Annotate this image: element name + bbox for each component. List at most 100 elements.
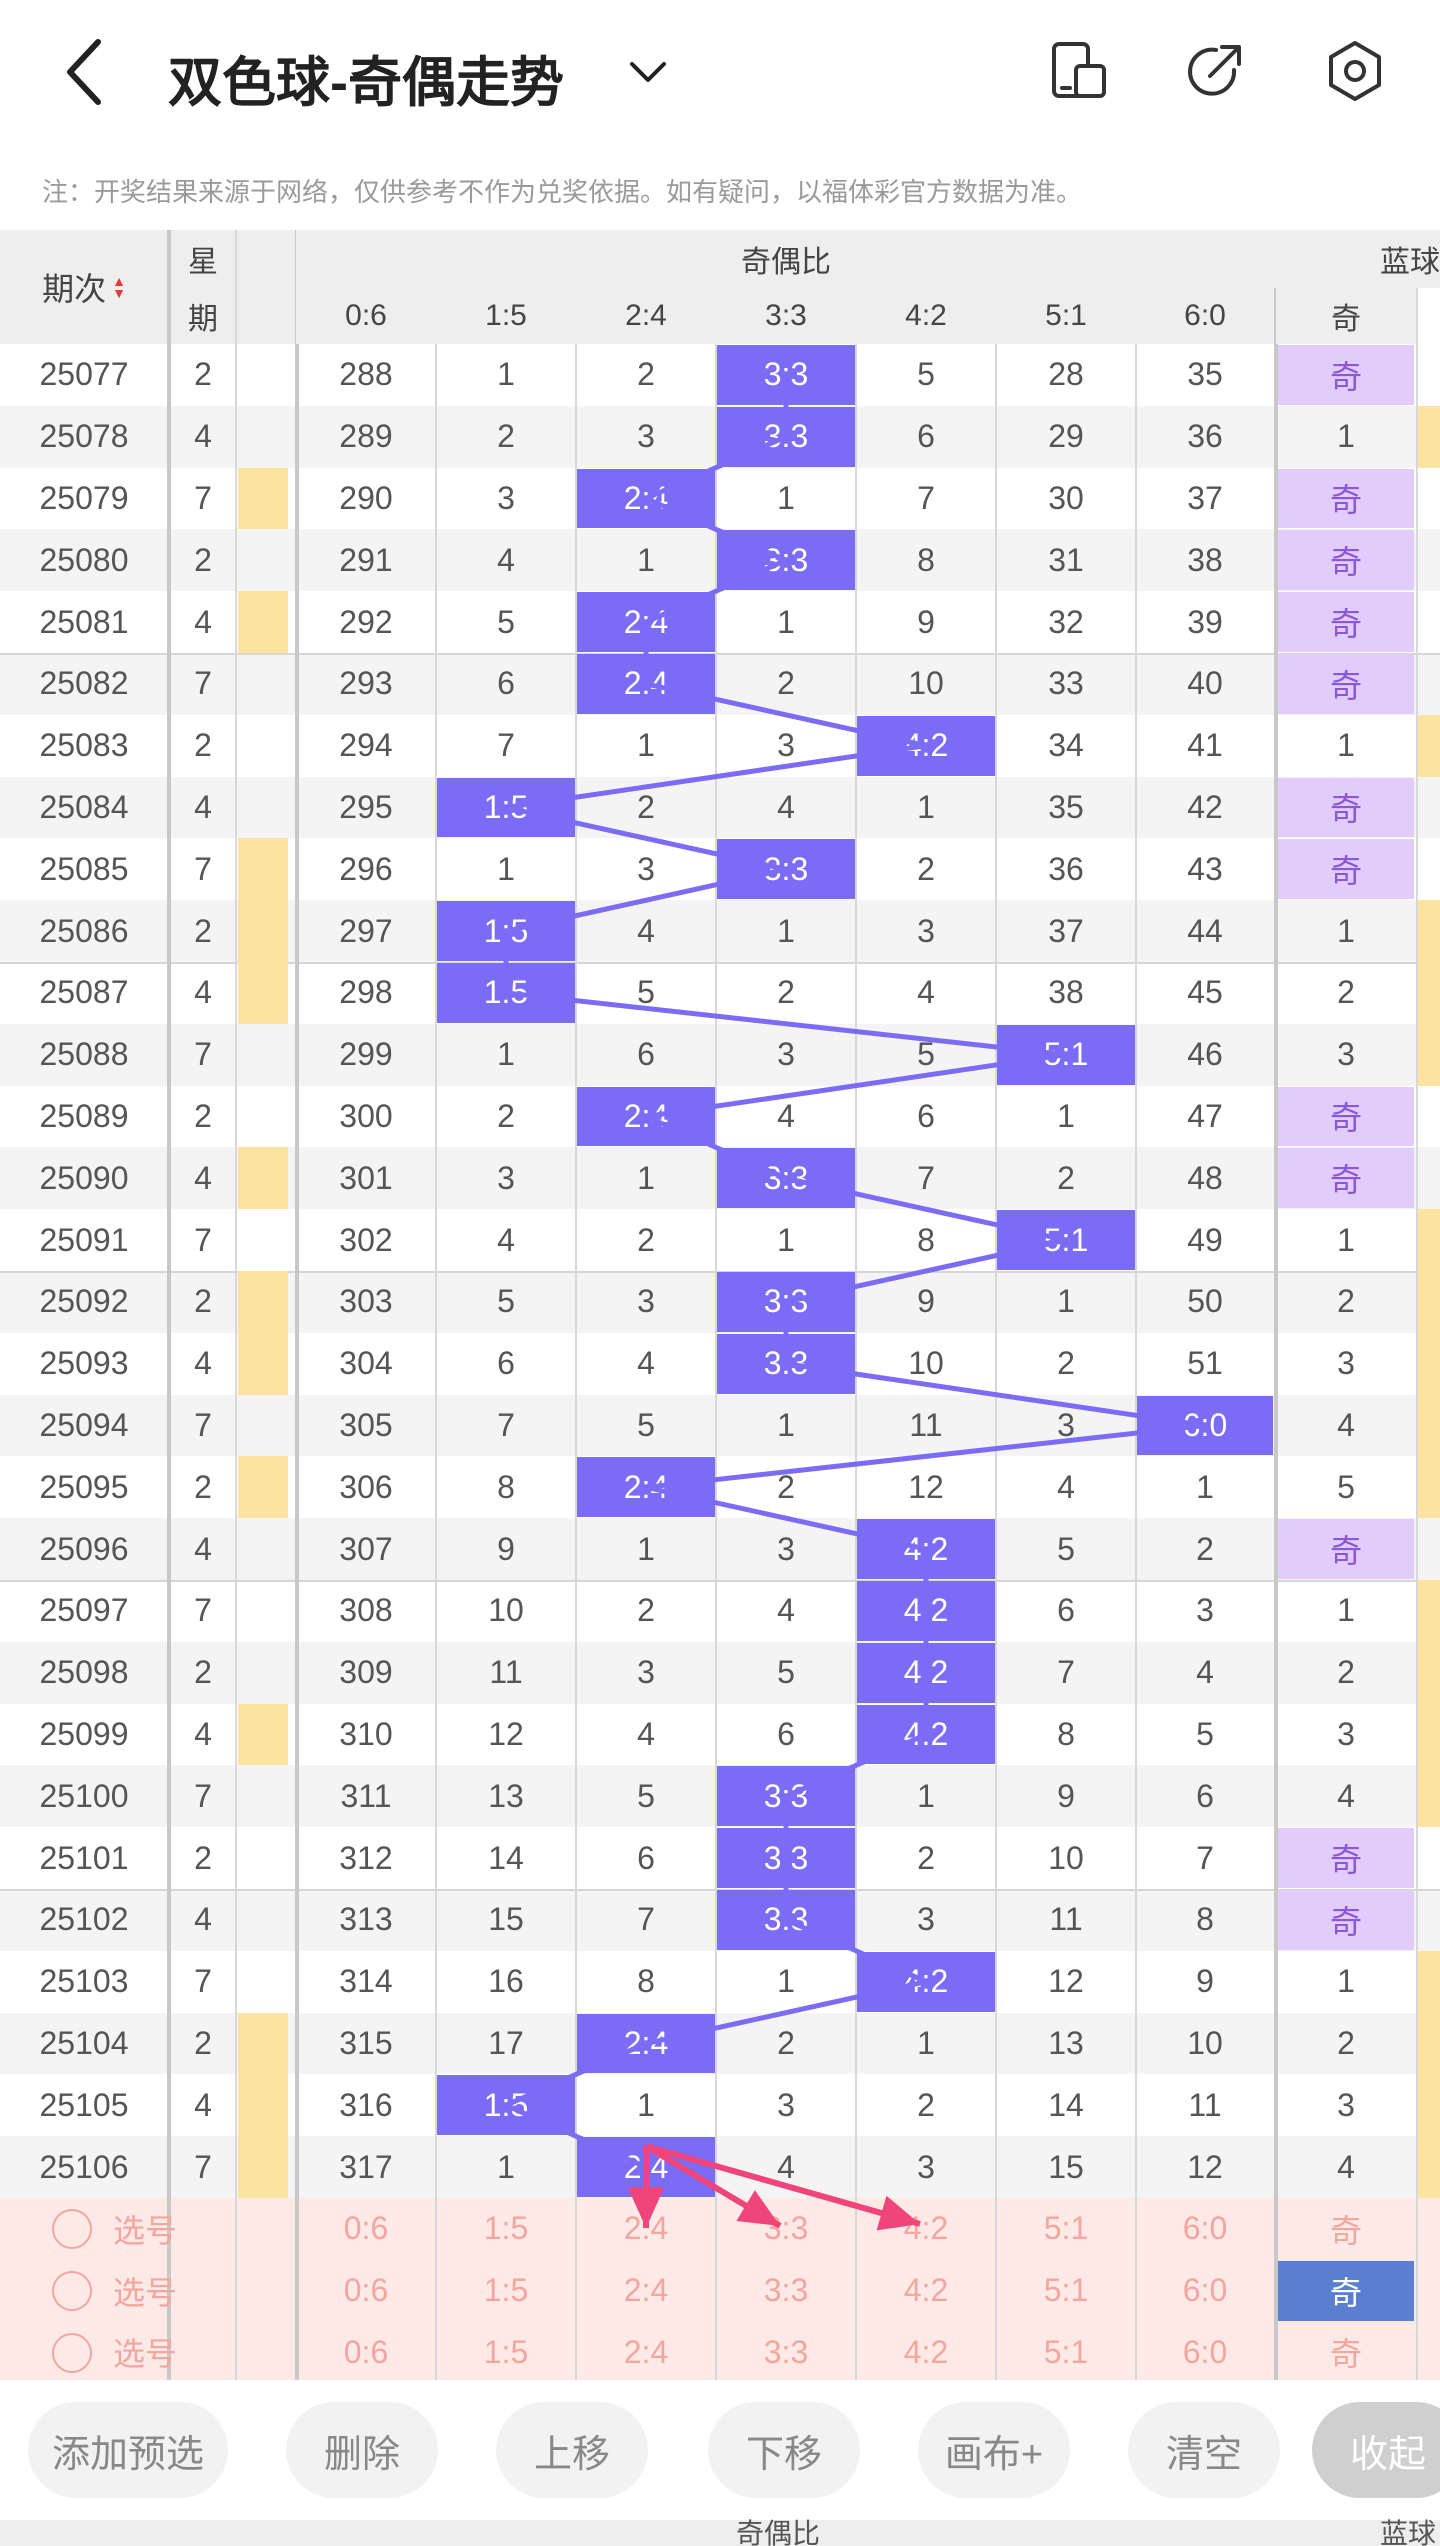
- blue-side-marker: [1418, 1765, 1440, 1828]
- ratio-cell: 1: [1057, 1097, 1075, 1134]
- select-blue-option[interactable]: 奇: [1329, 2212, 1362, 2249]
- ratio-cell: 8: [917, 1221, 935, 1258]
- sort-icon[interactable]: ▲ ▼: [112, 273, 126, 301]
- ratio-cell: 8: [637, 1963, 655, 2000]
- select-ratio-option[interactable]: 6:0: [1182, 2210, 1228, 2247]
- add-preselect-button[interactable]: 添加预选: [28, 2402, 228, 2498]
- chevron-down-icon[interactable]: [626, 50, 670, 94]
- select-ratio-option[interactable]: 0:6: [343, 2333, 389, 2370]
- blue-cell: 1: [1337, 418, 1355, 455]
- row-bg: [0, 1209, 1440, 1271]
- select-label[interactable]: 选号: [112, 2274, 177, 2311]
- ratio-cell: 1: [777, 1221, 795, 1258]
- weekday-cell: 7: [194, 1963, 212, 2000]
- canvas-button[interactable]: 画布+: [918, 2402, 1070, 2498]
- weekday-cell: 4: [194, 1345, 212, 1382]
- ratio-cell: 301: [339, 1159, 393, 1196]
- back-arrow-icon[interactable]: [60, 36, 110, 108]
- select-label[interactable]: 选号: [112, 2212, 177, 2249]
- page-title[interactable]: 双色球-奇偶走势: [168, 53, 564, 113]
- select-ratio-option[interactable]: 3:3: [763, 2333, 809, 2370]
- blue-odd-cell: 奇: [1278, 654, 1414, 714]
- ratio-cell: 5: [637, 974, 655, 1011]
- move-up-button[interactable]: 上移: [496, 2402, 648, 2498]
- select-ratio-option[interactable]: 0:6: [343, 2210, 389, 2247]
- select-ratio-option[interactable]: 5:1: [1043, 2272, 1089, 2309]
- ratio-cell: 1: [917, 2024, 935, 2061]
- move-down-button[interactable]: 下移: [708, 2402, 860, 2498]
- select-radio-icon[interactable]: [52, 2270, 92, 2311]
- blue-side-marker: [1418, 1394, 1440, 1457]
- weekday-cell: 2: [194, 541, 212, 578]
- weekday-cell: 4: [194, 418, 212, 455]
- select-ratio-option[interactable]: 2:4: [623, 2272, 669, 2309]
- issue-cell: 25090: [39, 1159, 129, 1196]
- share-icon[interactable]: [1182, 38, 1248, 104]
- select-ratio-option[interactable]: 1:5: [483, 2210, 529, 2247]
- ratio-cell: 5: [637, 1777, 655, 1814]
- weekday-cell: 4: [194, 1159, 212, 1196]
- select-ratio-option[interactable]: 1:5: [483, 2272, 529, 2309]
- ratio-cell: 28: [1048, 356, 1084, 393]
- issue-cell: 25084: [39, 788, 129, 825]
- ratio-cell: 3: [917, 2148, 935, 2185]
- select-blue-option[interactable]: 奇: [1278, 2260, 1414, 2321]
- weekday-marker: [238, 467, 288, 530]
- ratio-cell: 15: [488, 1901, 524, 1938]
- device-layout-icon[interactable]: [1046, 38, 1112, 104]
- ratio-cell: 1: [637, 1159, 655, 1196]
- select-ratio-option[interactable]: 2:4: [623, 2333, 669, 2370]
- select-ratio-option[interactable]: 4:2: [903, 2272, 949, 2309]
- ratio-cell: 2: [637, 788, 655, 825]
- issue-cell: 25098: [39, 1654, 129, 1691]
- ratio-cell: 2: [637, 1221, 655, 1258]
- select-ratio-option[interactable]: 4:2: [903, 2210, 949, 2247]
- ratio-cell: 13: [488, 1777, 524, 1814]
- issue-header[interactable]: 期次 ▲ ▼: [0, 230, 168, 344]
- blue-odd-cell: 奇: [1278, 839, 1414, 900]
- weekday-cell: 4: [194, 788, 212, 825]
- select-blue-option[interactable]: 奇: [1329, 2336, 1362, 2373]
- weekday-cell: 7: [194, 1777, 212, 1814]
- blue-cell: 1: [1337, 1592, 1355, 1629]
- select-ratio-option[interactable]: 5:1: [1043, 2210, 1089, 2247]
- ratio-cell: 4: [1196, 1654, 1214, 1691]
- ratio-cell: 1: [497, 356, 515, 393]
- ratio-cell: 4: [637, 1715, 655, 1752]
- blue-side-marker: [1418, 900, 1440, 962]
- select-ratio-option[interactable]: 6:0: [1182, 2333, 1228, 2370]
- ratio-cell: 304: [339, 1345, 393, 1382]
- delete-button[interactable]: 删除: [286, 2402, 438, 2498]
- select-ratio-option[interactable]: 3:3: [763, 2272, 809, 2309]
- select-ratio-option[interactable]: 0:6: [343, 2272, 389, 2309]
- select-radio-icon[interactable]: [52, 2209, 92, 2249]
- settings-icon[interactable]: [1322, 38, 1388, 104]
- select-ratio-option[interactable]: 6:0: [1182, 2272, 1228, 2309]
- blue-side-marker: [1418, 1332, 1440, 1395]
- issue-cell: 25077: [39, 356, 129, 393]
- ratio-cell: 34: [1048, 727, 1084, 764]
- ratio-cell: 8: [497, 1468, 515, 1505]
- issue-cell: 25099: [39, 1715, 129, 1752]
- clear-button[interactable]: 清空: [1128, 2402, 1280, 2498]
- collapse-button[interactable]: 收起: [1312, 2402, 1440, 2498]
- weekday-header-bottom: 期: [188, 303, 218, 336]
- weekday-header-top: 星: [188, 246, 218, 279]
- ratio-cell: 3: [777, 1036, 795, 1073]
- drawn-arrow-line: [645, 2143, 921, 2227]
- blue-odd-cell: 奇: [1278, 468, 1414, 529]
- column-divider: [575, 230, 577, 2380]
- select-label[interactable]: 选号: [112, 2336, 177, 2373]
- ratio-cell: 296: [339, 850, 393, 887]
- column-divider: [1416, 230, 1418, 2380]
- issue-cell: 25100: [39, 1777, 129, 1814]
- select-ratio-option[interactable]: 5:1: [1043, 2333, 1089, 2370]
- ratio-cell: 297: [339, 912, 393, 949]
- ratio-cell: 4: [637, 1345, 655, 1382]
- select-ratio-option[interactable]: 1:5: [483, 2333, 529, 2370]
- marker-header-bg: [236, 230, 296, 344]
- peek-ratio-header: 奇偶比: [736, 2518, 821, 2546]
- blue-cell: 1: [1337, 1963, 1355, 2000]
- select-ratio-option[interactable]: 4:2: [903, 2333, 949, 2370]
- select-radio-icon[interactable]: [52, 2332, 92, 2373]
